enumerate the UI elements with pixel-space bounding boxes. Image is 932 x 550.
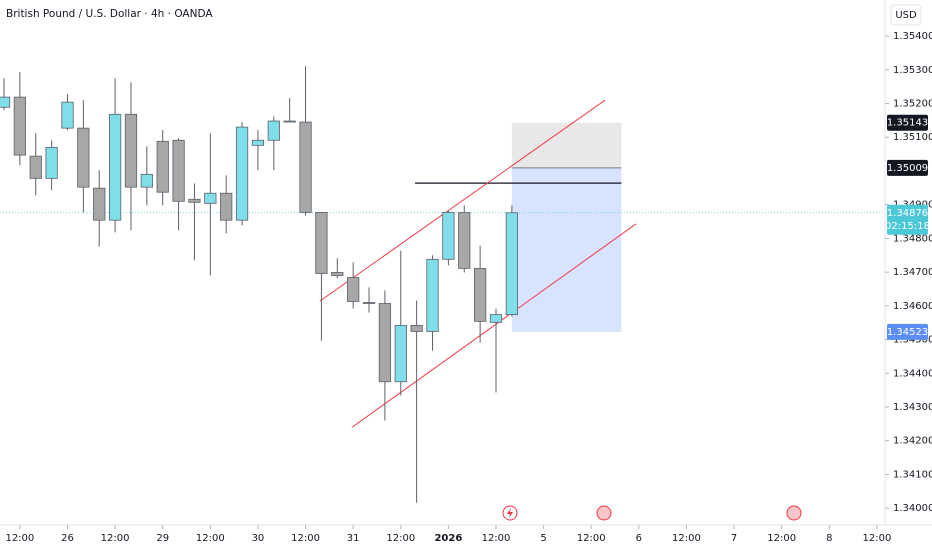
candle-body (378, 303, 392, 383)
x-tick-label: 12:00 (577, 533, 606, 544)
candle-body (251, 139, 265, 146)
trend-line (319, 99, 606, 302)
candle-body (283, 120, 296, 123)
candle-body (45, 146, 58, 179)
x-tick-label: 7 (731, 533, 737, 544)
y-tick-label: 1.35300 (893, 65, 932, 76)
price-badge-label: 1.35143 (887, 118, 928, 129)
y-tick-label: 1.34500 (893, 335, 932, 346)
y-tick-label: 1.34400 (893, 368, 932, 379)
x-tick-label: 12:00 (291, 533, 320, 544)
event-icons (502, 505, 802, 521)
candle-body (410, 325, 423, 332)
candle-body (331, 272, 344, 276)
event-icon-glyph (507, 508, 513, 518)
x-tick-label: 5 (540, 533, 546, 544)
x-tick-label: 12:00 (386, 533, 415, 544)
currency-label[interactable]: USD (895, 10, 917, 21)
x-tick-label: 2026 (434, 533, 462, 544)
y-tick-label: 1.34700 (893, 267, 932, 278)
price-badge (887, 114, 928, 131)
x-tick-label: 12:00 (101, 533, 130, 544)
candle-body (156, 140, 169, 193)
candle-body (108, 113, 122, 221)
candle-body (220, 192, 233, 221)
x-tick-label: 12:00 (767, 533, 796, 544)
price-badge (887, 323, 928, 340)
currency-button[interactable] (890, 4, 922, 26)
price-badge-label: 1.35009 (887, 163, 928, 174)
price-badge-label: 1.34523 (887, 327, 928, 338)
candle-body (188, 198, 201, 203)
candle-body (204, 192, 217, 204)
y-tick-label: 1.35200 (893, 99, 932, 110)
candle-body (235, 126, 249, 221)
candle-body (29, 155, 42, 179)
stop-zone (511, 122, 622, 168)
candle-body (140, 173, 153, 188)
y-tick-label: 1.34300 (893, 402, 932, 413)
x-tick-label: 12:00 (5, 533, 34, 544)
event-icon[interactable] (786, 505, 802, 521)
x-tick-label: 6 (636, 533, 642, 544)
candle-body (362, 302, 376, 304)
candle-body (474, 268, 487, 322)
candle-body (61, 101, 74, 129)
x-tick-label: 12:00 (482, 533, 511, 544)
candle-body (489, 314, 503, 323)
candle-body (442, 212, 455, 260)
candle-body (0, 96, 11, 108)
x-tick-label: 12:00 (862, 533, 891, 544)
price-badge (887, 159, 928, 176)
plot-area (0, 66, 885, 503)
current-price-label: 1.34876 (887, 208, 928, 219)
chart-title: British Pound / U.S. Dollar · 4h · OANDA (6, 8, 213, 20)
x-tick-label: 31 (347, 533, 360, 544)
x-tick-label: 8 (826, 533, 832, 544)
y-tick-label: 1.35100 (893, 132, 932, 143)
candle-body (394, 325, 407, 383)
candle-body (458, 212, 471, 269)
y-tick-label: 1.34600 (893, 301, 932, 312)
y-tick-label: 1.34000 (893, 503, 932, 514)
candle-body (315, 212, 328, 274)
candle-body (172, 139, 185, 202)
y-tick-label: 1.35400 (893, 31, 932, 42)
candle-body (13, 96, 26, 156)
candle-body (124, 113, 138, 188)
x-tick-label: 12:00 (196, 533, 225, 544)
candle-body (267, 120, 280, 141)
candle-body (299, 121, 312, 213)
x-tick-label: 30 (252, 533, 265, 544)
candle-body (93, 187, 106, 221)
target-zone (511, 167, 622, 332)
x-tick-label: 12:00 (672, 533, 701, 544)
x-tick-label: 29 (156, 533, 169, 544)
y-tick-label: 1.34100 (893, 469, 932, 480)
trend-line (351, 223, 637, 428)
y-tick-label: 1.34800 (893, 233, 932, 244)
candle-body (347, 277, 360, 302)
current-price-badge (887, 204, 928, 235)
candle-body (77, 127, 90, 188)
countdown-label: 02:15:18 (885, 221, 930, 232)
x-tick-label: 26 (61, 533, 74, 544)
y-tick-label: 1.34200 (893, 436, 932, 447)
candle-body (426, 258, 439, 332)
event-icon[interactable] (596, 505, 612, 521)
candle-body (505, 212, 518, 316)
